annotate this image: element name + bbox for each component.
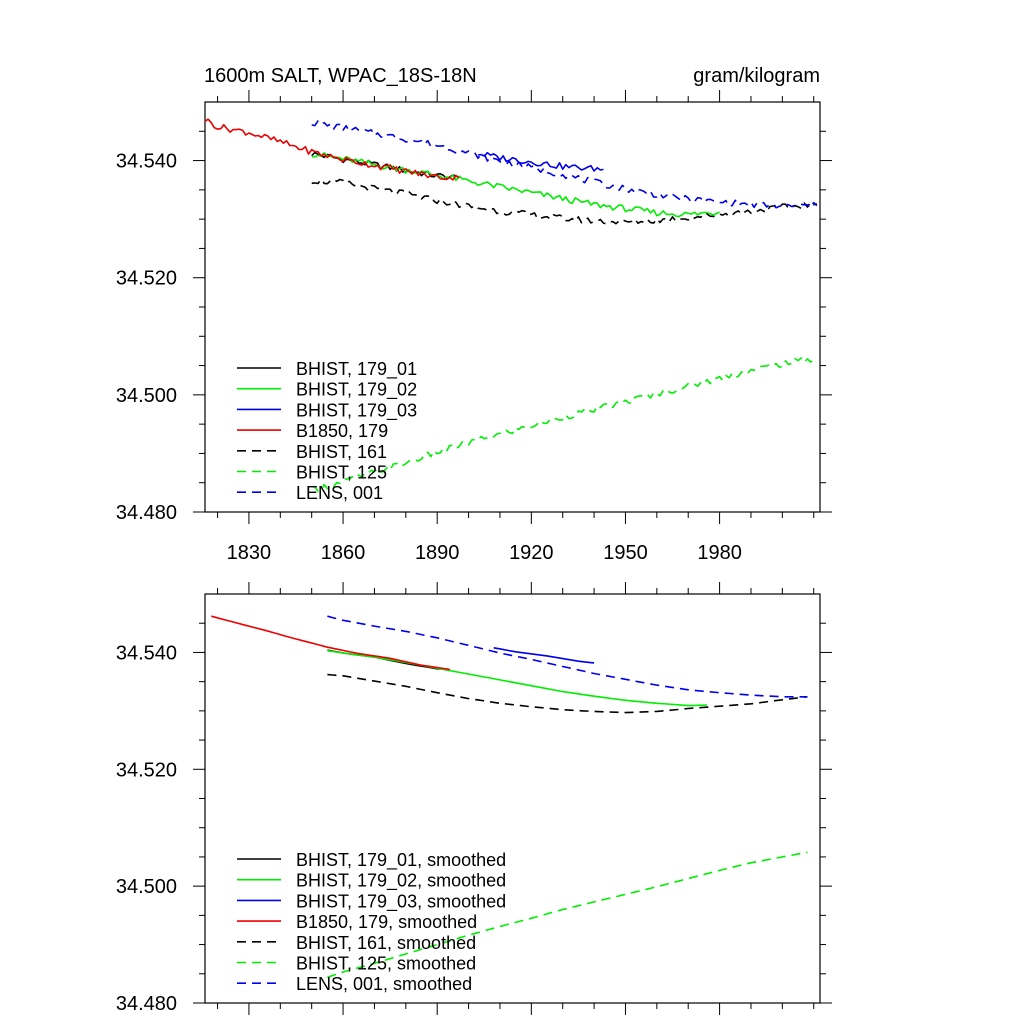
figure-units: gram/kilogram	[693, 65, 820, 87]
legend-label: LENS, 001	[296, 483, 383, 503]
legend-label: BHIST, 161, smoothed	[296, 933, 476, 953]
series-line	[211, 615, 450, 671]
raw-panel: 34.480 34.500 34.520 34.540 1830 1860 1890 1920…	[116, 90, 832, 564]
legend-label: B1850, 179	[296, 421, 388, 441]
y-tick-label: 34.520	[116, 268, 177, 290]
series-line	[311, 178, 818, 225]
series-line	[477, 151, 604, 172]
legend-label: BHIST, 125	[296, 463, 387, 483]
series-line	[311, 357, 818, 492]
series-line	[493, 647, 595, 664]
legend-label: B1850, 179, smoothed	[296, 912, 477, 932]
y-tick-label: 34.480	[116, 993, 177, 1015]
x-tick-label: 1950	[603, 542, 648, 564]
x-tick-label: 1860	[321, 542, 366, 564]
series-line	[311, 120, 818, 209]
legend-label: LENS, 001, smoothed	[296, 974, 472, 994]
series-line	[327, 615, 808, 698]
y-tick-label: 34.500	[116, 876, 177, 898]
smoothed-panel: 34.480 34.500 34.520 34.540 BHIST, 179_01, s…	[116, 582, 832, 1015]
series-line	[327, 673, 808, 714]
x-tick-label: 1830	[227, 542, 272, 564]
legend-label: BHIST, 179_01, smoothed	[296, 850, 506, 871]
series-line	[327, 649, 708, 707]
legend-label: BHIST, 179_02	[296, 380, 417, 401]
y-tick-label: 34.540	[116, 642, 177, 664]
figure-title: 1600m SALT, WPAC_18S-18N	[204, 65, 477, 87]
series-line	[204, 118, 460, 181]
legend-label: BHIST, 125, smoothed	[296, 954, 476, 974]
x-tick-label: 1920	[509, 542, 554, 564]
series-line	[327, 851, 808, 979]
legend-label: BHIST, 179_02, smoothed	[296, 871, 506, 892]
y-tick-label: 34.500	[116, 385, 177, 407]
x-tick-label: 1890	[415, 542, 460, 564]
x-tick-label: 1980	[697, 542, 742, 564]
legend-label: BHIST, 179_01	[296, 359, 417, 380]
y-tick-label: 34.480	[116, 502, 177, 524]
y-tick-label: 34.540	[116, 151, 177, 173]
y-tick-label: 34.520	[116, 759, 177, 781]
legend-label: BHIST, 161	[296, 442, 387, 462]
legend-label: BHIST, 179_03, smoothed	[296, 891, 506, 912]
legend-label: BHIST, 179_03	[296, 400, 417, 421]
